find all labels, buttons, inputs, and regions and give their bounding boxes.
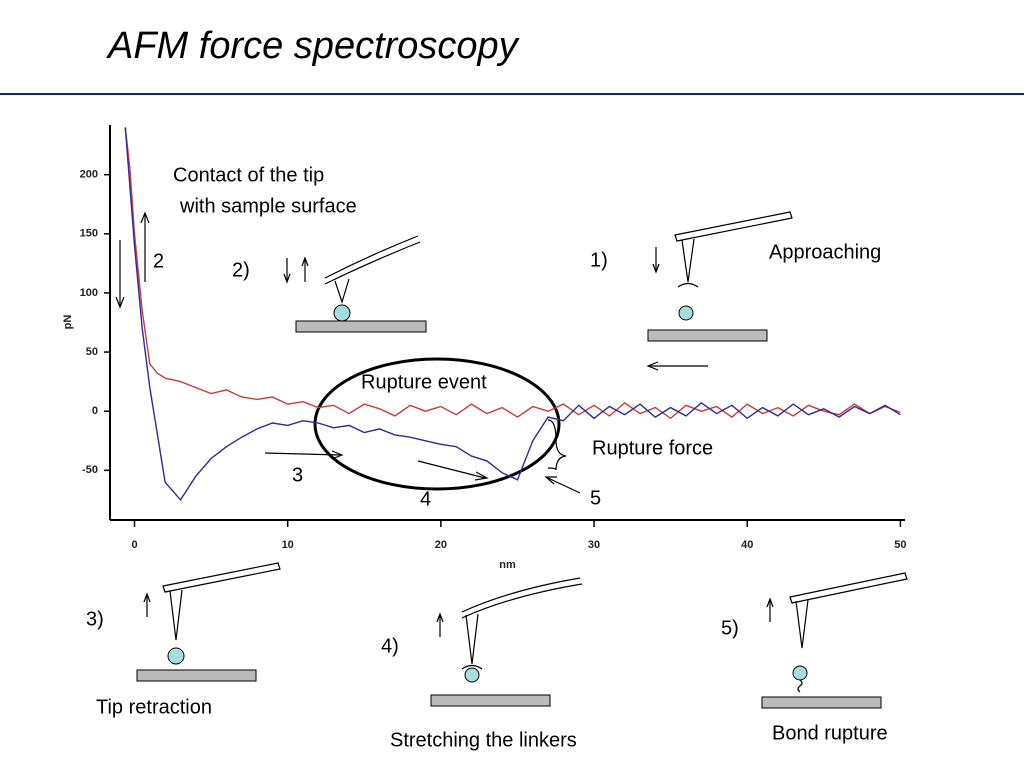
annotation: 2 — [153, 250, 164, 272]
annotation: 2) — [232, 259, 250, 281]
annotation: Rupture event — [361, 371, 487, 393]
y-tick-label: 0 — [92, 405, 98, 417]
annotation: 3) — [86, 608, 104, 630]
y-tick-label: 100 — [80, 287, 98, 299]
annotation: 5) — [721, 617, 739, 639]
annotation: Stretching the linkers — [390, 729, 577, 751]
annotation: Bond rupture — [772, 722, 888, 744]
diagram-3 — [136, 562, 281, 682]
x-tick-label: 10 — [282, 539, 294, 551]
annotation: Contact of the tip — [173, 164, 324, 186]
data-line — [124, 127, 901, 502]
x-tick-label: 30 — [588, 539, 600, 551]
y-axis-label: pN — [62, 315, 74, 330]
diagram-5 — [761, 572, 908, 709]
annotation-arrows — [115, 211, 708, 494]
annotation: Tip retraction — [96, 696, 212, 718]
data-line — [124, 127, 901, 420]
annotation: with sample surface — [179, 195, 357, 217]
annotation: 5 — [590, 487, 601, 509]
annotation: 4 — [420, 488, 431, 510]
rupture-ellipse — [313, 357, 561, 491]
diagram-4 — [430, 577, 583, 707]
y-tick-label: 200 — [80, 169, 98, 181]
slide-title: AFM force spectroscopy — [106, 25, 520, 67]
diagram-2 — [283, 235, 427, 333]
x-axis-label: nm — [499, 559, 516, 571]
annotation: 3 — [292, 464, 303, 486]
annotation: 4) — [381, 635, 399, 657]
annotation: Rupture force — [592, 437, 713, 459]
x-tick-label: 0 — [131, 539, 137, 551]
x-tick-label: 50 — [894, 539, 906, 551]
y-tick-label: 50 — [86, 346, 98, 358]
annotation: 1) — [590, 249, 608, 271]
x-tick-label: 40 — [741, 539, 753, 551]
y-tick-label: -50 — [82, 464, 98, 476]
diagram-1 — [647, 211, 793, 342]
annotation: Approaching — [769, 241, 881, 263]
x-tick-label: 20 — [435, 539, 447, 551]
y-tick-label: 150 — [80, 228, 98, 240]
